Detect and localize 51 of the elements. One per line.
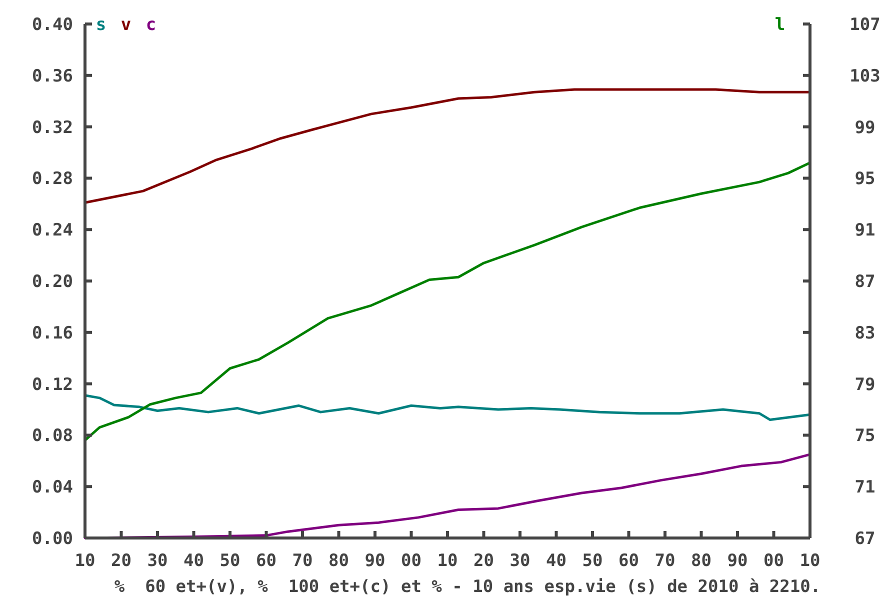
x-axis-title: % 60 et+(v), % 100 et+(c) et % - 10 ans esp.vie (s) de 2010 à 2210. xyxy=(114,576,821,597)
line-series xyxy=(84,88,812,204)
y-tick-label: 0.36 xyxy=(32,66,73,86)
x-tick-label: 70 xyxy=(654,550,676,571)
text: s xyxy=(96,14,106,35)
x-tick-label: 30 xyxy=(510,550,530,571)
x-tick-label: 70 xyxy=(292,550,313,571)
x-tick-label: 80 xyxy=(328,550,349,571)
x-tick-label: 20 xyxy=(474,550,494,571)
y2-tick-label: 91 xyxy=(854,220,876,241)
line-series xyxy=(84,162,812,442)
x-tick-label: 10 xyxy=(74,550,96,571)
x-tick-label: 40 xyxy=(184,550,204,571)
x-tick-label: 50 xyxy=(582,550,603,571)
text: l xyxy=(774,14,786,35)
line-series xyxy=(84,394,812,422)
text: v xyxy=(120,14,132,35)
y-tick-label: 0.32 xyxy=(32,118,73,138)
x-tick-label: 10 xyxy=(437,550,458,571)
y2-tick-label: 75 xyxy=(854,426,876,446)
y-tick-label: 0.28 xyxy=(32,169,73,190)
x-tick-label: 50 xyxy=(220,550,240,571)
y2-tick-label: 99 xyxy=(854,118,876,138)
x-tick-label: 10 xyxy=(800,550,820,571)
x-tick-label: 30 xyxy=(147,550,168,571)
y-tick-label: 0.00 xyxy=(32,528,73,549)
y2-tick-label: 95 xyxy=(854,169,876,190)
text: c xyxy=(146,14,156,35)
y2-tick-label: 67 xyxy=(854,528,876,549)
y-tick-label: 0.08 xyxy=(32,426,73,446)
y-tick-label: 0.20 xyxy=(32,272,73,292)
x-tick-label: 00 xyxy=(401,550,422,571)
x-tick-label: 90 xyxy=(364,550,386,571)
y-tick-label: 0.04 xyxy=(32,478,73,498)
y2-tick-label: 103 xyxy=(850,66,880,86)
y2-tick-label: 87 xyxy=(854,272,876,292)
y-tick-label: 0.40 xyxy=(32,14,73,35)
x-tick-label: 90 xyxy=(727,550,748,571)
y-tick-label: 0.16 xyxy=(32,323,73,344)
y2-tick-label: 107 xyxy=(850,14,880,35)
y2-tick-label: 71 xyxy=(854,478,876,498)
x-tick-label: 40 xyxy=(546,550,566,571)
x-tick-label: 60 xyxy=(256,550,276,571)
x-tick-label: 00 xyxy=(764,550,784,571)
x-tick-label: 20 xyxy=(111,550,132,571)
y2-tick-label: 79 xyxy=(854,374,876,395)
x-tick-label: 60 xyxy=(618,550,639,571)
y2-tick-label: 83 xyxy=(854,323,876,344)
y-tick-label: 0.24 xyxy=(32,220,73,241)
y-tick-label: 0.12 xyxy=(32,374,73,395)
x-tick-label: 80 xyxy=(691,550,712,571)
